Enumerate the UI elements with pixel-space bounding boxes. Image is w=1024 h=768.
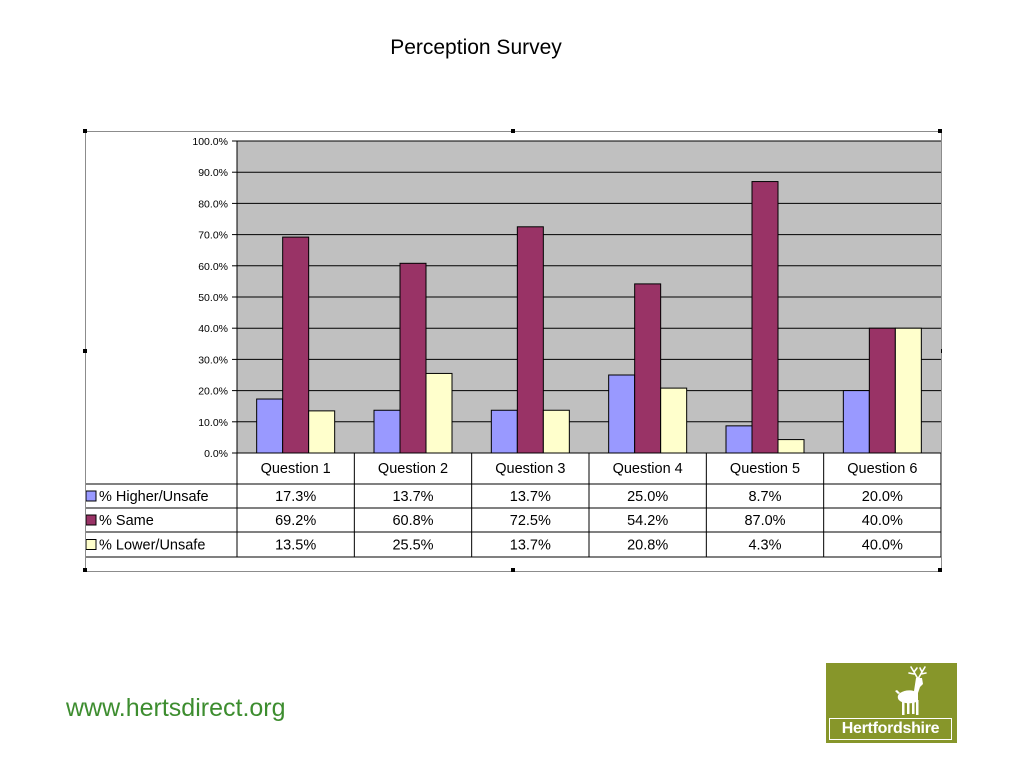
data-label: 17.3% (275, 489, 316, 505)
data-label: 8.7% (748, 489, 781, 505)
data-label: 40.0% (862, 513, 903, 529)
data-label: 13.7% (510, 538, 551, 554)
bar-1-2 (373, 409, 401, 454)
bar-3-4 (660, 387, 688, 454)
y-tick-label: 60.0% (198, 261, 228, 273)
y-tick-label: 70.0% (198, 230, 228, 242)
y-tick-label: 30.0% (198, 354, 228, 366)
legend-swatch-1 (86, 490, 97, 502)
bar-1-3 (490, 409, 518, 454)
data-label: 69.2% (275, 513, 316, 529)
y-tick-label: 100.0% (192, 136, 228, 148)
legend-label-1: % Higher/Unsafe (99, 489, 209, 505)
legend-label-3: % Lower/Unsafe (99, 538, 205, 554)
legend-label-2: % Same (99, 513, 154, 529)
slide-title: Perception Survey (390, 36, 562, 59)
bar-1-6 (842, 390, 870, 454)
bar-2-1 (282, 236, 310, 454)
data-label: 72.5% (510, 513, 551, 529)
x-tick-label: Question 3 (495, 461, 565, 477)
logo-wordmark: Hertfordshire (829, 718, 952, 740)
data-label: 87.0% (744, 513, 785, 529)
bar-2-2 (399, 262, 427, 454)
data-label: 20.8% (627, 538, 668, 554)
bar-2-5 (751, 181, 779, 454)
y-tick-label: 80.0% (198, 198, 228, 210)
x-tick-label: Question 4 (613, 461, 683, 477)
y-tick-label: 40.0% (198, 323, 228, 335)
data-label: 4.3% (748, 538, 781, 554)
chart: 0.0% 10.0% 20.0% 30.0% 40.0% 50.0% 60.0% 70.0% 8… (86, 136, 941, 558)
data-label: 25.5% (392, 538, 433, 554)
data-label: 20.0% (862, 489, 903, 505)
x-tick-label: Question 5 (730, 461, 800, 477)
data-label: 13.5% (275, 538, 316, 554)
resize-handle-bm[interactable] (511, 568, 515, 572)
data-label: 54.2% (627, 513, 668, 529)
x-tick-label: Question 1 (261, 461, 331, 477)
bar-2-3 (516, 226, 544, 454)
resize-handle-tl[interactable] (83, 129, 87, 133)
resize-handle-tm[interactable] (511, 129, 515, 133)
data-label: 60.8% (392, 513, 433, 529)
resize-handle-bl[interactable] (83, 568, 87, 572)
bar-2-6 (868, 327, 896, 454)
data-label: 13.7% (392, 489, 433, 505)
legend-swatch-2 (86, 514, 97, 526)
x-tick-label: Question 2 (378, 461, 448, 477)
y-tick-label: 50.0% (198, 292, 228, 304)
bar-1-4 (608, 374, 636, 454)
chart-frame: 0.0% 10.0% 20.0% 30.0% 40.0% 50.0% 60.0% 70.0% 8… (83, 129, 942, 572)
resize-handle-ml[interactable] (83, 349, 87, 353)
stag-icon (895, 666, 927, 715)
data-label: 25.0% (627, 489, 668, 505)
resize-handle-br[interactable] (938, 568, 942, 572)
y-tick-label: 20.0% (198, 386, 228, 398)
bar-1-1 (256, 398, 284, 454)
resize-handle-tr[interactable] (938, 129, 942, 133)
bar-3-3 (542, 409, 570, 454)
data-label: 40.0% (862, 538, 903, 554)
bar-3-1 (308, 410, 336, 454)
data-label: 13.7% (510, 489, 551, 505)
y-tick-label: 0.0% (204, 448, 228, 460)
bar-3-6 (894, 327, 922, 454)
bar-3-2 (425, 372, 453, 454)
hertfordshire-logo: Hertfordshire (826, 663, 957, 743)
x-tick-label: Question 6 (847, 461, 917, 477)
legend-swatch-3 (86, 539, 97, 550)
y-tick-label: 90.0% (198, 167, 228, 179)
y-tick-label: 10.0% (198, 417, 228, 429)
bar-2-4 (634, 283, 662, 454)
bar-3-5 (777, 439, 805, 454)
bar-1-5 (725, 425, 753, 454)
footer-url-link[interactable]: www.hertsdirect.org (66, 694, 286, 722)
